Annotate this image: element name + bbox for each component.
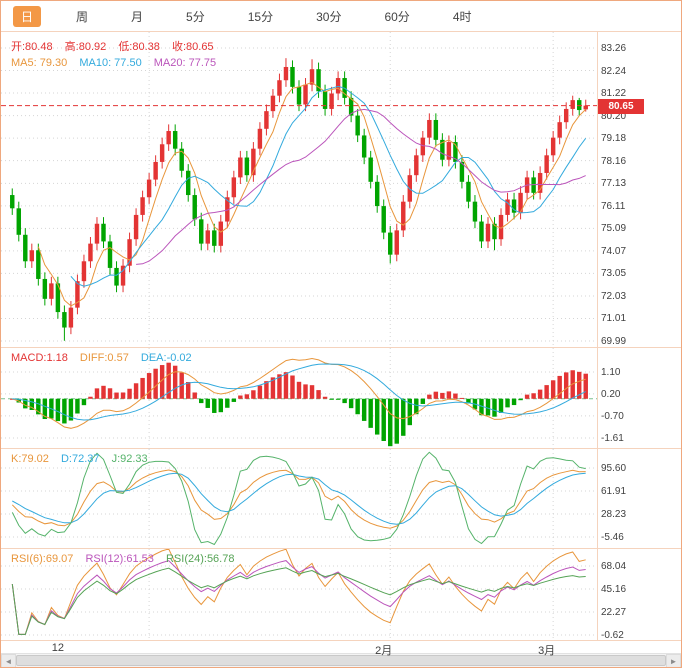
kdj-chart[interactable] — [1, 449, 597, 549]
rsi-chart[interactable] — [1, 549, 597, 641]
y-axis-tick: 77.13 — [601, 178, 627, 190]
ma20-value: MA20: 77.75 — [153, 57, 217, 69]
y-axis-tick: 72.03 — [601, 290, 627, 302]
rsi-readout: RSI(6):69.07 RSI(12):61.53 RSI(24):56.78 — [11, 553, 243, 565]
kdj-panel[interactable]: K:79.02 D:72.37 J:92.33 — [1, 449, 681, 549]
dea-value: DEA:-0.02 — [140, 352, 192, 364]
macd-panel[interactable]: MACD:1.18 DIFF:0.57 DEA:-0.02 — [1, 348, 681, 449]
ohlc-readout: 开:80.48 高:80.92 低:80.38 收:80.65 — [11, 38, 223, 54]
x-axis-label: 3月 — [538, 645, 556, 657]
tab-5min[interactable]: 5分 — [186, 9, 205, 24]
rsi6-value: RSI(6):69.07 — [11, 553, 74, 565]
y-axis-tick: 28.23 — [601, 508, 627, 520]
tab-30min[interactable]: 30分 — [316, 9, 342, 24]
diff-value: DIFF:0.57 — [79, 352, 129, 364]
y-axis-tick: -0.70 — [601, 410, 624, 422]
y-axis-tick: 78.16 — [601, 155, 627, 167]
y-axis-tick: 73.05 — [601, 268, 627, 280]
j-value: J:92.33 — [111, 453, 148, 465]
tab-month[interactable]: 月 — [131, 9, 144, 24]
open-value: 开:80.48 — [11, 41, 53, 53]
period-toolbar: 日 周 月 5分 15分 30分 60分 4时 — [1, 1, 681, 32]
y-axis-tick: 83.26 — [601, 43, 627, 54]
y-axis-tick: 68.04 — [601, 561, 627, 572]
y-axis-tick: 74.07 — [601, 245, 627, 257]
y-axis-tick: 45.16 — [601, 583, 627, 595]
y-axis-tick: -1.61 — [601, 433, 624, 444]
y-axis-tick: 71.01 — [601, 313, 627, 325]
close-value: 收:80.65 — [171, 41, 214, 53]
y-axis-tick: -0.62 — [601, 630, 624, 641]
price-chart-panel[interactable]: 开:80.48 高:80.92 低:80.38 收:80.65 MA5: 79.… — [1, 32, 681, 348]
rsi12-value: RSI(12):61.53 — [85, 553, 154, 565]
rsi24-value: RSI(24):56.78 — [165, 553, 235, 565]
ma-readout: MA5: 79.30 MA10: 77.50 MA20: 77.75 — [11, 57, 225, 69]
tab-4hour[interactable]: 4时 — [452, 9, 472, 24]
scroll-track[interactable] — [16, 654, 666, 667]
y-axis-tick: 81.22 — [601, 88, 627, 100]
macd-chart[interactable] — [1, 348, 597, 449]
last-price-tag: 80.65 — [598, 98, 644, 114]
ma5-value: MA5: 79.30 — [11, 57, 68, 69]
kdj-readout: K:79.02 D:72.37 J:92.33 — [11, 453, 157, 465]
y-axis-tick: 0.20 — [601, 388, 621, 400]
candlestick-chart[interactable] — [1, 32, 597, 348]
y-axis-tick: 79.18 — [601, 133, 627, 145]
scroll-thumb[interactable] — [16, 655, 666, 666]
y-axis-tick: 69.99 — [601, 336, 627, 347]
y-axis-tick: 1.10 — [601, 367, 621, 378]
tab-day[interactable]: 日 — [13, 5, 42, 27]
x-axis-label: 2月 — [375, 645, 393, 657]
k-value: K:79.02 — [11, 453, 49, 465]
x-axis-label: 12 — [51, 642, 64, 654]
macd-readout: MACD:1.18 DIFF:0.57 DEA:-0.02 — [11, 352, 201, 364]
macd-value: MACD:1.18 — [11, 352, 68, 364]
scroll-left-button[interactable]: ◄ — [1, 654, 16, 667]
scroll-right-button[interactable]: ► — [666, 654, 681, 667]
y-axis-tick: 75.09 — [601, 223, 627, 235]
y-axis-tick: 95.60 — [601, 463, 627, 474]
d-value: D:72.37 — [60, 453, 100, 465]
y-axis-tick: 82.24 — [601, 65, 627, 77]
ma10-value: MA10: 77.50 — [79, 57, 142, 69]
tab-week[interactable]: 周 — [76, 9, 89, 24]
tab-60min[interactable]: 60分 — [384, 9, 410, 24]
tab-15min[interactable]: 15分 — [247, 9, 274, 24]
y-axis-tick: -5.46 — [601, 532, 624, 543]
axis-divider — [597, 32, 598, 641]
rsi-panel[interactable]: RSI(6):69.07 RSI(12):61.53 RSI(24):56.78 — [1, 549, 681, 641]
y-axis-tick: 80.20 — [601, 110, 627, 122]
high-value: 高:80.92 — [64, 41, 107, 53]
y-axis-tick: 76.11 — [601, 200, 626, 212]
horizontal-scrollbar[interactable]: ◄ ► — [1, 653, 681, 667]
y-axis-tick: 22.27 — [601, 606, 627, 618]
low-value: 低:80.38 — [118, 41, 160, 53]
y-axis-tick: 61.91 — [601, 486, 627, 497]
